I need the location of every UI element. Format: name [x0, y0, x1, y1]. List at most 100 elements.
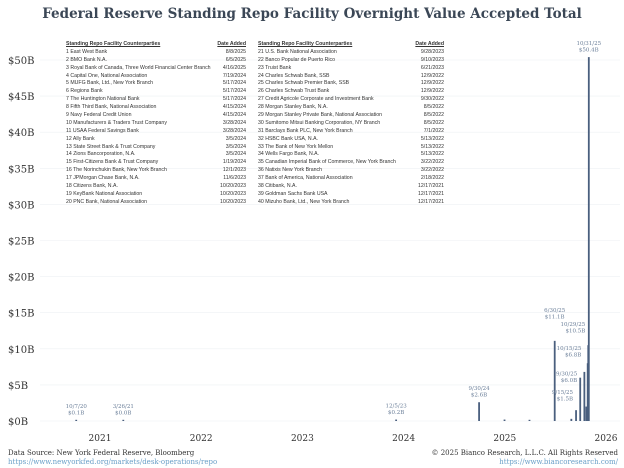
x-tick-label: 2024	[392, 434, 415, 444]
bar	[478, 402, 480, 421]
bar	[395, 419, 398, 421]
data-label-date: 3/26/21	[113, 404, 134, 410]
counterparty-table-left: Standing Repo Facility Counterparties Dat…	[66, 41, 246, 207]
counterparty-name: 35 Canadian Imperial Bank of Commerce, N…	[258, 159, 396, 166]
date-added: 8/5/2022	[423, 112, 444, 119]
table-row: 28 Morgan Stanley Bank, N.A. 8/5/2022	[258, 104, 444, 112]
x-tick-label: 2026	[595, 434, 618, 444]
table-row: 1 East West Bank 8/8/2025	[66, 49, 246, 57]
table-row: 33 The Bank of New York Mellon 5/13/2022	[258, 144, 444, 152]
date-added: 4/15/2024	[222, 112, 246, 119]
y-tick-label: $45B	[8, 92, 34, 103]
copyright-link[interactable]: https://www.biancoresearch.com/	[499, 458, 618, 466]
bar	[583, 371, 586, 421]
y-tick-label: $5B	[8, 381, 28, 392]
data-label-value: $10.5B	[565, 329, 585, 335]
date-added: 5/17/2024	[222, 88, 246, 95]
table-row: 30 Sumitomo Mitsui Banking Corporation, …	[258, 120, 444, 128]
counterparty-name: 25 Charles Schwab Premier Bank, SSB	[258, 80, 350, 87]
data-source: Data Source: New York Federal Reserve, B…	[8, 449, 195, 457]
bar	[587, 57, 590, 421]
date-added: 12/17/2021	[418, 198, 444, 205]
date-added: 3/5/2024	[225, 143, 246, 150]
table-row: 5 MUFG Bank, Ltd., New York Branch 5/17/2…	[66, 80, 246, 88]
date-added: 8/5/2022	[423, 119, 444, 126]
date-added: 5/13/2022	[420, 151, 444, 158]
date-added: 10/20/2023	[220, 190, 246, 197]
date-added: 10/20/2023	[220, 183, 246, 190]
y-tick-label: $35B	[8, 164, 34, 175]
y-tick-label: $20B	[8, 273, 34, 284]
y-tick-label: $25B	[8, 237, 34, 248]
counterparty-name: 30 Sumitomo Mitsui Banking Corporation, …	[258, 119, 381, 126]
data-label-value: $50.4B	[579, 48, 599, 54]
table-row: 37 Bank of America, National Association…	[258, 175, 444, 183]
counterparty-name: 33 The Bank of New York Mellon	[258, 143, 334, 150]
table-row: 23 Truist Bank 6/21/2023	[258, 65, 444, 73]
table-row: 3 Royal Bank of Canada, Three World Fina…	[66, 65, 246, 73]
counterparty-name: 40 Mizuho Bank, Ltd., New York Branch	[258, 198, 350, 205]
source-link[interactable]: https://www.newyorkfed.org/markets/desk-…	[8, 458, 218, 466]
date-added: 5/17/2024	[222, 80, 246, 87]
x-tick-label: 2021	[89, 434, 112, 444]
table-row: 16 The Norinchukin Bank, New York Branch…	[66, 167, 246, 175]
table-row: 15 First-Citizens Bank & Trust Company 1/…	[66, 159, 246, 167]
table-row: 26 Charles Schwab Trust Bank 12/9/2022	[258, 88, 444, 96]
counterparty-name: 7 The Huntington National Bank	[66, 96, 140, 103]
x-tick-label: 2023	[291, 434, 314, 444]
data-label-value: $0.1B	[68, 410, 84, 416]
copyright: © 2025 Bianco Research, L.L.C. All Right…	[431, 449, 619, 457]
counterparty-name: 26 Charles Schwab Trust Bank	[258, 88, 330, 95]
counterparty-name: 17 JPMorgan Chase Bank, N.A.	[66, 175, 140, 182]
counterparty-name: 37 Bank of America, National Association	[258, 175, 353, 182]
data-label-value: $1.5B	[557, 397, 573, 403]
data-label-date: 10/29/25	[561, 322, 586, 328]
date-added: 3/5/2024	[225, 151, 246, 158]
table-row: 38 Citibank, N.A. 12/17/2021	[258, 183, 444, 191]
counterparty-name: 38 Citibank, N.A.	[258, 183, 297, 190]
date-added: 10/20/2023	[220, 198, 246, 205]
table-row: 39 Goldman Sachs Bank USA 12/17/2021	[258, 191, 444, 199]
bar	[579, 377, 582, 421]
counterparty-name: 34 Wells Fargo Bank, N.A.	[258, 151, 320, 158]
counterparty-name: 27 Credit Agricole Corporate and Investm…	[258, 96, 374, 103]
table-row: 31 Barclays Bank PLC, New York Branch 7/1…	[258, 128, 444, 136]
date-added: 2/18/2022	[420, 175, 444, 182]
counterparty-name: 12 Ally Bank	[66, 135, 95, 142]
date-added: 3/22/2022	[420, 167, 444, 174]
date-added: 5/13/2022	[420, 135, 444, 142]
table-row: 36 Natixis New York Branch 3/22/2022	[258, 167, 444, 175]
table-row: 32 HSBC Bank USA, N.A. 5/13/2022	[258, 136, 444, 144]
table-row: 20 PNC Bank, National Association 10/20/2…	[66, 199, 246, 207]
date-added: 3/5/2024	[225, 135, 246, 142]
date-added: 8/5/2022	[423, 104, 444, 111]
table-row: 11 USAA Federal Savings Bank 3/28/2024	[66, 128, 246, 136]
table-row: 27 Credit Agricole Corporate and Investm…	[258, 96, 444, 104]
counterparty-name: 3 Royal Bank of Canada, Three World Fina…	[66, 64, 211, 71]
table-row: 18 Citizens Bank, N.A. 10/20/2023	[66, 183, 246, 191]
y-tick-label: $10B	[8, 345, 34, 356]
counterparty-name: 15 First-Citizens Bank & Trust Company	[66, 159, 159, 166]
table-row: 6 Regions Bank 5/17/2024	[66, 88, 246, 96]
counterparty-name: 16 The Norinchukin Bank, New York Branch	[66, 167, 167, 174]
table-row: 35 Canadian Imperial Bank of Commerce, N…	[258, 159, 444, 167]
table-row: 10 Manufacturers & Traders Trust Company…	[66, 120, 246, 128]
x-tick-label: 2022	[190, 434, 213, 444]
counterparty-name: 23 Truist Bank	[258, 64, 292, 71]
counterparty-name: 9 Navy Federal Credit Union	[66, 112, 132, 119]
date-added: 8/8/2025	[225, 48, 246, 55]
data-label-date: 9/15/25	[552, 390, 574, 396]
data-label-value: $2.6B	[471, 393, 487, 399]
y-tick-label: $15B	[8, 309, 34, 320]
date-added: 5/13/2022	[420, 143, 444, 150]
table-header-date: Date Added	[415, 41, 444, 47]
counterparty-name: 2 BMO Bank N.A.	[66, 56, 107, 63]
bar	[75, 419, 78, 421]
date-added: 6/5/2025	[225, 56, 246, 63]
data-label-value: $6.0B	[561, 378, 577, 384]
table-header-date: Date Added	[217, 41, 246, 47]
date-added: 11/6/2023	[223, 175, 246, 182]
date-added: 12/9/2022	[420, 72, 444, 79]
data-label-date: 9/30/25	[556, 372, 578, 378]
date-added: 12/9/2022	[420, 88, 444, 95]
